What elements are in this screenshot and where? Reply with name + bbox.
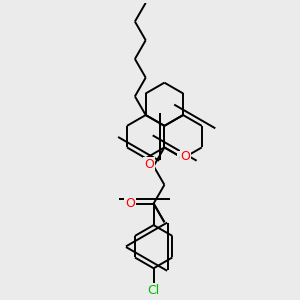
Text: O: O (125, 197, 135, 210)
Text: O: O (181, 150, 190, 163)
Text: Cl: Cl (148, 284, 160, 297)
Text: O: O (144, 158, 154, 171)
Text: O: O (178, 152, 188, 165)
